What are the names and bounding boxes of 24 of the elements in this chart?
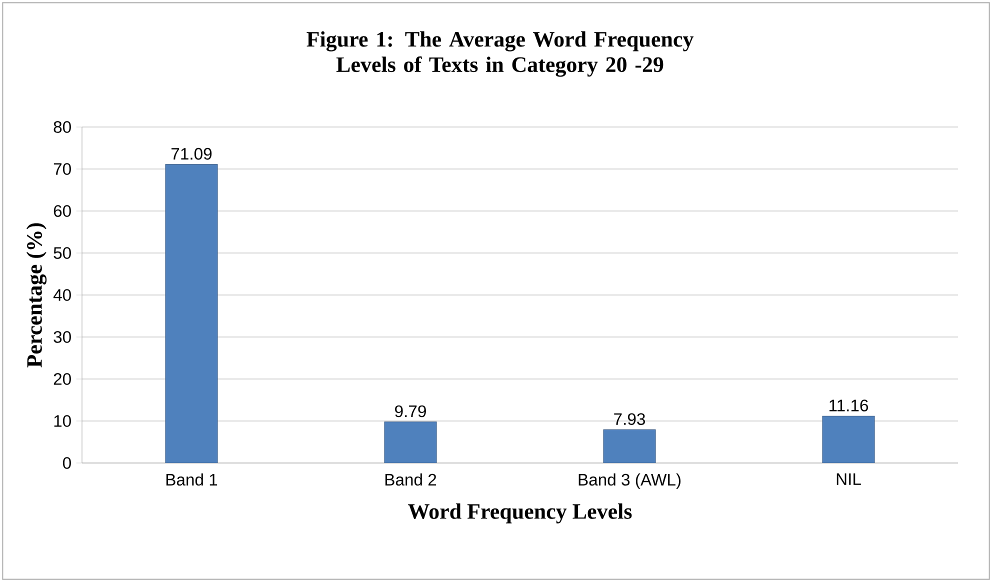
- y-tick-label: 80: [54, 121, 71, 133]
- data-label: 7.93: [614, 413, 645, 425]
- y-tick-label: 30: [54, 331, 71, 343]
- bar: [603, 429, 656, 463]
- bar: [384, 422, 437, 463]
- y-tick-label: 20: [54, 373, 71, 385]
- x-tick-label: NIL: [836, 473, 861, 485]
- data-label: 11.16: [830, 400, 868, 412]
- x-tick-label: Band 1: [166, 473, 218, 486]
- y-tick-label: 40: [53, 289, 71, 301]
- y-tick-label: 50: [54, 247, 71, 259]
- y-tick-label: 60: [54, 205, 71, 217]
- data-label: 71.09: [172, 148, 212, 160]
- x-tick-label: Band 3 (AWL): [578, 473, 680, 489]
- bar: [165, 164, 218, 463]
- y-tick-label: 0: [62, 457, 71, 469]
- data-label: 9.79: [395, 405, 426, 418]
- y-tick-label: 70: [54, 163, 71, 175]
- y-tick-label: 10: [54, 415, 71, 427]
- x-tick-label: Band 2: [385, 473, 436, 486]
- bar: [822, 416, 875, 463]
- y-axis-title: Percentage (%): [26, 223, 47, 368]
- x-axis-title: Word Frequency Levels: [408, 503, 632, 524]
- chart-title: Figure 1: The Average Word Frequency Levels of Texts in Category 20 -29: [306, 31, 694, 77]
